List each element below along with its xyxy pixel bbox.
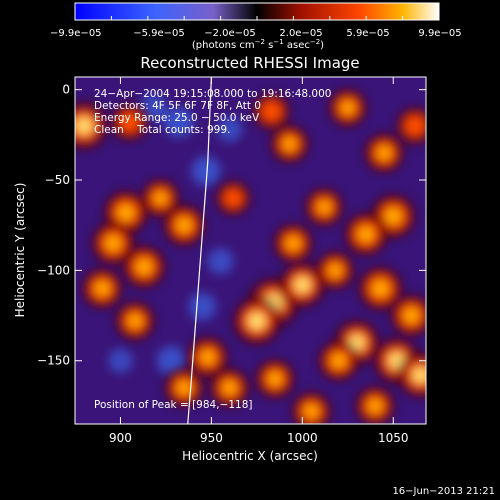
hot-spot [363, 132, 405, 174]
hot-spot [163, 367, 205, 409]
x-tick-label: 1050 [378, 431, 409, 445]
hot-spot [317, 339, 360, 382]
cold-spot [108, 348, 133, 373]
hot-spot [121, 244, 167, 290]
colorbar-tick-label: −5.9e−05 [133, 28, 185, 39]
footer-date: 16−Jun−2013 21:21 [392, 486, 495, 497]
annotation-time: 24−Apr−2004 19:15:08.000 to 19:16:48.000 [94, 88, 331, 100]
image-area [75, 77, 426, 424]
annotation-clean: Clean Total counts: 999. [94, 124, 230, 136]
cold-spot [216, 116, 243, 143]
annotation-detectors: Detectors: 4F 5F 6F 7F 8F, Att 0 [94, 100, 261, 112]
hot-spot [304, 187, 345, 228]
x-axis-label: Heliocentric X (arcsec) [182, 449, 318, 463]
hot-spot [315, 250, 356, 291]
hot-spot [354, 385, 396, 424]
cold-spot [163, 107, 194, 138]
hot-spot [90, 220, 136, 266]
colorbar-tick-label: 2.0e−05 [279, 28, 322, 39]
y-axis-label: Heliocentric Y (arcsec) [13, 183, 27, 318]
hot-spot [162, 203, 206, 247]
cold-spot [207, 248, 234, 275]
hot-spot [232, 296, 282, 346]
hot-spot [272, 222, 314, 264]
solar-limb-line [187, 77, 212, 424]
x-tick-label: 900 [109, 431, 132, 445]
cold-spot [191, 156, 221, 186]
colorbar-tick-label: −9.9e−05 [50, 28, 102, 39]
x-tick-labels: 900 950 1000 1050 [109, 431, 409, 445]
hot-spot [396, 351, 426, 399]
hot-spot [81, 267, 124, 310]
annotation-peak: Position of Peak = [984,−118] [94, 399, 253, 411]
hot-spot [389, 293, 426, 338]
cold-spot [188, 292, 217, 321]
colorbar-ticks [74, 16, 440, 20]
y-tick-labels: 0 −50 −100 −150 [37, 83, 70, 368]
y-tick-label: −150 [37, 354, 70, 368]
hot-spot [252, 91, 291, 131]
colorbar-unit: (photons cm−2 s−1 asec−2) [192, 38, 324, 51]
hot-spot [290, 390, 333, 424]
hot-spot [75, 101, 109, 151]
hot-spot [140, 178, 181, 219]
hot-spot [278, 261, 326, 309]
hot-spot [215, 179, 252, 217]
colorbar-tick-label: −2.0e−05 [204, 28, 256, 39]
x-tick-label: 950 [200, 431, 223, 445]
colorbar-tick-label: 9.9e−05 [418, 28, 461, 39]
y-tick-label: −50 [45, 173, 70, 187]
hot-spot [357, 265, 404, 312]
x-tick-label: 1000 [287, 431, 318, 445]
annotation-energy: Energy Range: 25.0 − 50.0 keV [94, 112, 260, 124]
y-tick-label: 0 [62, 83, 70, 97]
hot-spot [110, 102, 149, 142]
y-tick-label: −100 [37, 263, 70, 277]
hot-spots [75, 87, 426, 424]
chart-title: Reconstructed RHESSI Image [140, 54, 359, 72]
hot-spot [186, 335, 229, 379]
hot-spot [114, 300, 156, 342]
colorbar-tick-label: 5.9e−05 [346, 28, 389, 39]
axis-ticks [75, 77, 426, 424]
hot-spot [269, 123, 310, 164]
cold-spots [108, 94, 243, 376]
plot-frame [74, 76, 427, 425]
hot-spot [327, 87, 368, 128]
colorbar [75, 3, 439, 20]
hot-spot [208, 367, 251, 409]
hot-spot [395, 106, 426, 146]
hot-spot [343, 211, 389, 257]
hot-spot [254, 358, 296, 400]
